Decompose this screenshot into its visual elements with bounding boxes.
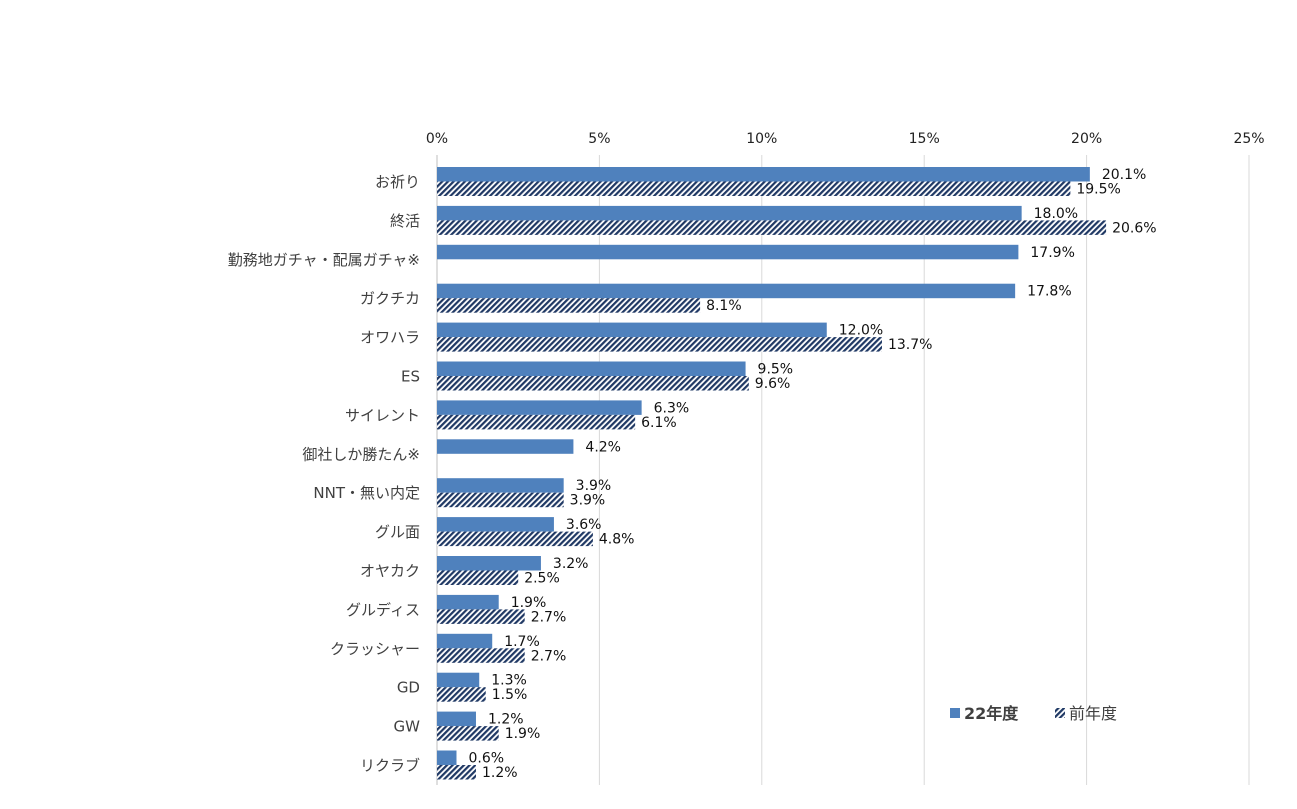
bar-22 — [437, 205, 1022, 221]
bar-22 — [437, 556, 541, 571]
data-label: 12.0% — [839, 323, 883, 339]
bar-22 — [437, 750, 457, 765]
bar-prev — [437, 492, 564, 508]
category-label: グル面 — [375, 523, 420, 541]
bar-22 — [437, 711, 476, 727]
bar-prev — [437, 765, 476, 780]
bar-22 — [437, 672, 480, 688]
bar-prev — [437, 726, 499, 741]
bar-22 — [437, 439, 574, 454]
bar-prev — [437, 298, 701, 313]
data-label: 1.5% — [492, 687, 528, 703]
data-label: 17.9% — [1030, 245, 1074, 261]
x-tick-label: 0% — [426, 131, 448, 147]
data-label: 3.9% — [570, 493, 606, 509]
x-tick-label: 10% — [746, 131, 777, 147]
data-label: 2.7% — [531, 609, 567, 625]
data-label: 8.1% — [706, 298, 742, 314]
data-label: 3.2% — [553, 556, 589, 572]
category-label: GW — [394, 718, 421, 736]
data-label: 1.9% — [505, 726, 541, 742]
legend-swatch-22 — [950, 708, 960, 718]
category-label: オワハラ — [360, 329, 420, 347]
data-label: 3.9% — [576, 478, 612, 494]
bar-prev — [437, 220, 1107, 235]
legend: 22年度 前年度 — [950, 704, 1117, 723]
data-label: 4.2% — [585, 439, 621, 455]
bar-22 — [437, 517, 554, 532]
data-label: 9.5% — [758, 362, 794, 378]
data-label: 1.2% — [482, 765, 518, 781]
data-label: 1.3% — [491, 673, 527, 689]
x-tick-label: 25% — [1233, 131, 1264, 147]
category-label: グルディス — [346, 601, 420, 619]
category-label: 勤務地ガチャ・配属ガチャ※ — [228, 251, 420, 269]
data-label: 13.7% — [888, 337, 932, 353]
data-label: 9.6% — [755, 376, 791, 392]
data-label: 2.7% — [531, 648, 567, 664]
data-label: 0.6% — [468, 751, 504, 767]
category-label: サイレント — [345, 406, 420, 424]
category-label: NNT・無い内定 — [313, 484, 420, 502]
category-label: クラッシャー — [330, 640, 420, 658]
data-label: 2.5% — [524, 571, 560, 587]
x-tick-label: 5% — [588, 131, 610, 147]
legend-swatch-prev — [1055, 708, 1065, 718]
category-label: オヤカク — [360, 562, 420, 580]
bar-prev — [437, 687, 486, 702]
bar-22 — [437, 478, 564, 493]
bar-prev — [437, 376, 749, 391]
data-label: 18.0% — [1034, 206, 1078, 222]
bar-22 — [437, 594, 499, 610]
bar-prev — [437, 609, 525, 624]
data-label: 17.8% — [1027, 284, 1071, 300]
legend-label-22: 22年度 — [964, 704, 1019, 723]
bar-prev — [437, 531, 593, 547]
data-label: 1.2% — [488, 712, 524, 728]
category-label: ガクチカ — [360, 290, 420, 308]
bar-22 — [437, 361, 746, 376]
category-label: 終活 — [390, 212, 420, 230]
x-axis: 0% 5% 10% 15% 20% 25% — [426, 131, 1265, 147]
data-label: 20.6% — [1112, 220, 1156, 236]
category-label: ES — [401, 368, 420, 386]
bar-prev — [437, 181, 1071, 196]
data-label: 19.5% — [1076, 182, 1120, 198]
bar-prev — [437, 570, 519, 585]
bar-prev — [437, 337, 882, 352]
data-label: 1.9% — [511, 595, 547, 611]
bars: 20.1%19.5% 18.0% 20.6% 17.9% 17.8% 8.1% 12.0% 1… — [437, 167, 1157, 781]
bar-22 — [437, 283, 1016, 299]
data-label: 6.1% — [641, 415, 677, 431]
data-label: 6.3% — [654, 400, 690, 416]
bar-22 — [437, 167, 1090, 182]
bar-22 — [437, 322, 827, 338]
x-tick-label: 20% — [1071, 131, 1102, 147]
category-label: GD — [397, 679, 420, 697]
bar-prev — [437, 648, 525, 663]
bar-22 — [437, 400, 642, 415]
bar-22 — [437, 244, 1019, 260]
data-label: 3.6% — [566, 517, 602, 533]
x-tick-label: 15% — [909, 131, 940, 147]
data-label: 1.7% — [504, 634, 540, 650]
category-label: お祈り — [375, 173, 420, 191]
legend-label-prev: 前年度 — [1069, 704, 1117, 723]
category-label: リクラブ — [360, 757, 420, 775]
bar-prev — [437, 414, 636, 430]
data-label: 20.1% — [1102, 167, 1146, 183]
data-label: 4.8% — [599, 532, 635, 548]
bar-22 — [437, 633, 493, 649]
category-label: 御社しか勝たん※ — [302, 445, 420, 463]
